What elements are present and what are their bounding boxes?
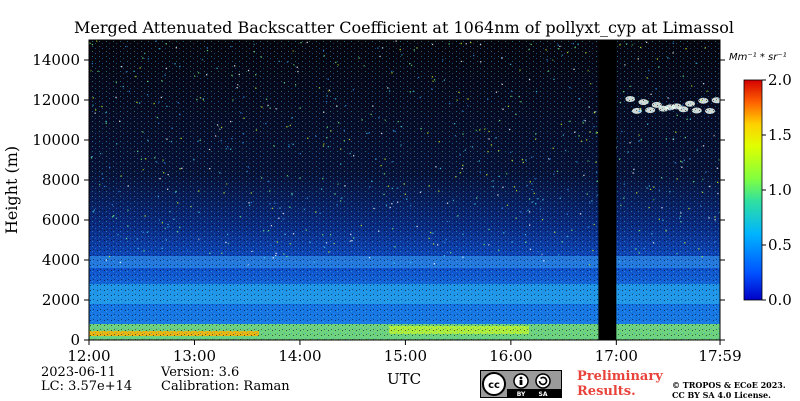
plot-frame <box>88 39 721 341</box>
no-data-gap <box>598 40 617 340</box>
colorbar-tick-label: 0.0 <box>768 291 792 309</box>
y-tick-label: 0 <box>70 331 80 349</box>
colorbar-tick-label: 2.0 <box>768 71 792 89</box>
y-tick-label: 6000 <box>42 211 80 229</box>
colorbar <box>743 79 763 301</box>
noise-overlay <box>89 40 720 340</box>
date-label: 2023-06-11 <box>41 365 116 380</box>
preliminary-line2: Results. <box>577 384 636 399</box>
x-tick-label: 17:59 <box>698 347 741 365</box>
preliminary-line1: Preliminary <box>577 369 663 384</box>
colorbar-unit: Mm⁻¹ * sr⁻¹ <box>729 52 787 63</box>
preliminary-notice: Preliminary Results. <box>577 369 663 399</box>
svg-text:cc: cc <box>488 380 500 391</box>
chart-title: Merged Attenuated Backscatter Coefficien… <box>74 18 734 37</box>
colorbar-tick-label: 0.5 <box>768 236 792 254</box>
x-tick-label: 13:00 <box>173 347 216 365</box>
svg-text:BY: BY <box>517 391 526 397</box>
colorbar-tick-label: 1.0 <box>768 181 792 199</box>
x-tick-label: 12:00 <box>67 347 110 365</box>
x-tick-label: 17:00 <box>595 347 638 365</box>
y-tick-label: 10000 <box>32 131 80 149</box>
svg-text:SA: SA <box>539 391 548 397</box>
y-tick-label: 14000 <box>32 51 80 69</box>
x-axis-label: UTC <box>387 370 421 388</box>
x-tick-label: 15:00 <box>384 347 427 365</box>
y-tick-label: 12000 <box>32 91 80 109</box>
calibration-label: Calibration: Raman <box>161 379 290 394</box>
copyright-notice: © TROPOS & ECoE 2023. CC BY SA 4.0 Licen… <box>672 380 786 400</box>
cc-logo-icon: cc BY SA <box>481 371 561 398</box>
y-tick-label: 8000 <box>42 171 80 189</box>
plot-area <box>89 40 720 340</box>
y-axis-label: Height (m) <box>2 146 21 234</box>
x-tick-label: 16:00 <box>489 347 532 365</box>
y-tick-label: 2000 <box>42 291 80 309</box>
x-tick-label: 14:00 <box>278 347 321 365</box>
lidar-constant: LC: 3.57e+14 <box>41 379 133 394</box>
y-tick-label: 4000 <box>42 251 80 269</box>
version-label: Version: 3.6 <box>161 365 240 380</box>
cc-license-badge: cc BY SA <box>480 370 562 398</box>
colorbar-tick-label: 1.5 <box>768 126 792 144</box>
copyright-line1: © TROPOS & ECoE 2023. <box>672 380 786 390</box>
copyright-line2: CC BY SA 4.0 License. <box>672 390 771 400</box>
